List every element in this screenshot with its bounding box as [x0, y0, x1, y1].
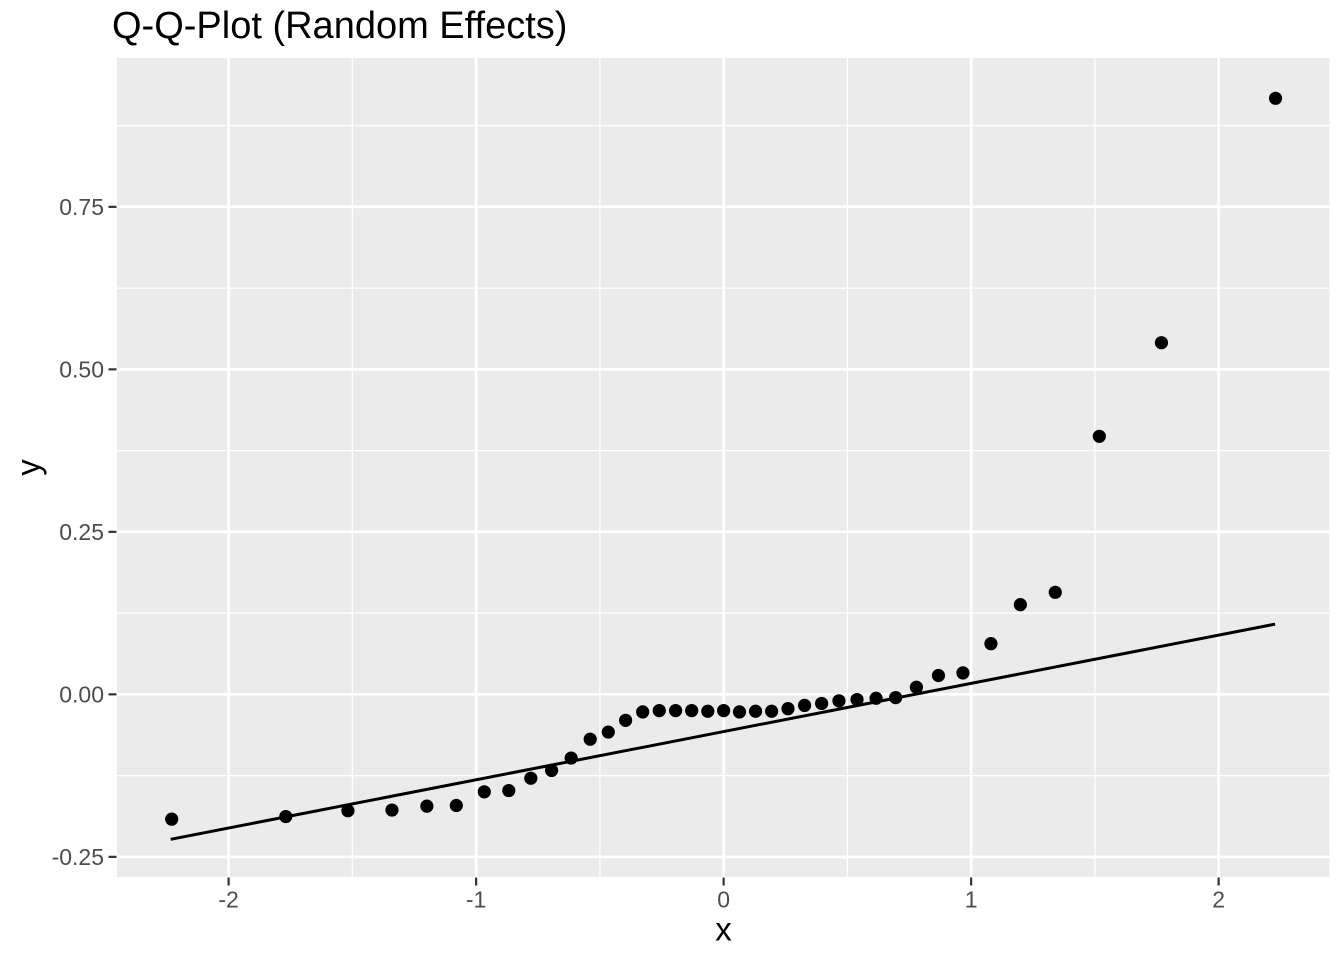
axis-tick-marks — [108, 205, 1220, 886]
major-gridlines — [117, 58, 1330, 877]
data-point — [889, 691, 903, 705]
data-point — [502, 783, 516, 798]
data-point — [685, 704, 699, 718]
data-point — [420, 799, 434, 813]
x-axis-tick-label: 0 — [717, 887, 730, 913]
data-point — [869, 691, 883, 705]
data-point — [564, 751, 578, 765]
data-point — [524, 771, 538, 785]
data-point — [545, 763, 559, 778]
data-point — [1092, 429, 1106, 443]
data-point — [797, 698, 812, 713]
data-point — [717, 704, 731, 718]
qq-data-points — [165, 91, 1283, 826]
data-point — [909, 680, 924, 694]
data-point — [732, 705, 747, 719]
data-point — [748, 704, 763, 718]
data-point — [652, 704, 666, 718]
y-axis-tick-label: 0.75 — [59, 194, 104, 220]
y-axis-tick-label: -0.25 — [52, 844, 104, 870]
data-point — [850, 692, 864, 707]
data-point — [701, 704, 715, 718]
data-point — [165, 812, 179, 826]
data-point — [781, 702, 795, 716]
data-point — [341, 804, 355, 818]
data-point — [449, 798, 463, 813]
x-axis-tick-labels: -2 -1 0 1 2 — [218, 887, 1225, 913]
data-point — [477, 785, 491, 799]
data-point — [815, 696, 829, 711]
data-point — [1154, 336, 1169, 350]
y-axis-tick-label: 0.00 — [59, 681, 104, 707]
x-axis-tick-label: -1 — [466, 887, 486, 913]
y-axis-tick-label: 0.25 — [59, 519, 104, 545]
data-point — [956, 666, 970, 680]
y-axis-tick-label: 0.50 — [59, 356, 104, 382]
y-axis-tick-labels: -0.25 0.00 0.25 0.50 0.75 — [52, 194, 104, 870]
data-point — [583, 732, 597, 746]
plot-title: Q-Q-Plot (Random Effects) — [112, 5, 567, 47]
data-point — [279, 809, 293, 824]
data-point — [1013, 598, 1027, 612]
qq-reference-line — [170, 622, 1276, 841]
x-axis-tick-label: 2 — [1212, 887, 1225, 913]
data-point — [1048, 585, 1062, 599]
x-axis-tick-label: 1 — [965, 887, 978, 913]
data-point — [984, 637, 998, 651]
data-point — [636, 705, 650, 719]
data-point — [765, 704, 779, 718]
x-axis-title: x — [715, 911, 732, 948]
data-point — [619, 713, 633, 727]
x-axis-tick-label: -2 — [218, 887, 238, 913]
data-point — [1268, 91, 1283, 105]
data-point — [931, 668, 946, 683]
data-point — [385, 803, 399, 817]
data-point — [669, 704, 683, 718]
data-point — [832, 694, 846, 708]
y-axis-title: y — [10, 459, 47, 476]
data-point — [601, 725, 615, 739]
